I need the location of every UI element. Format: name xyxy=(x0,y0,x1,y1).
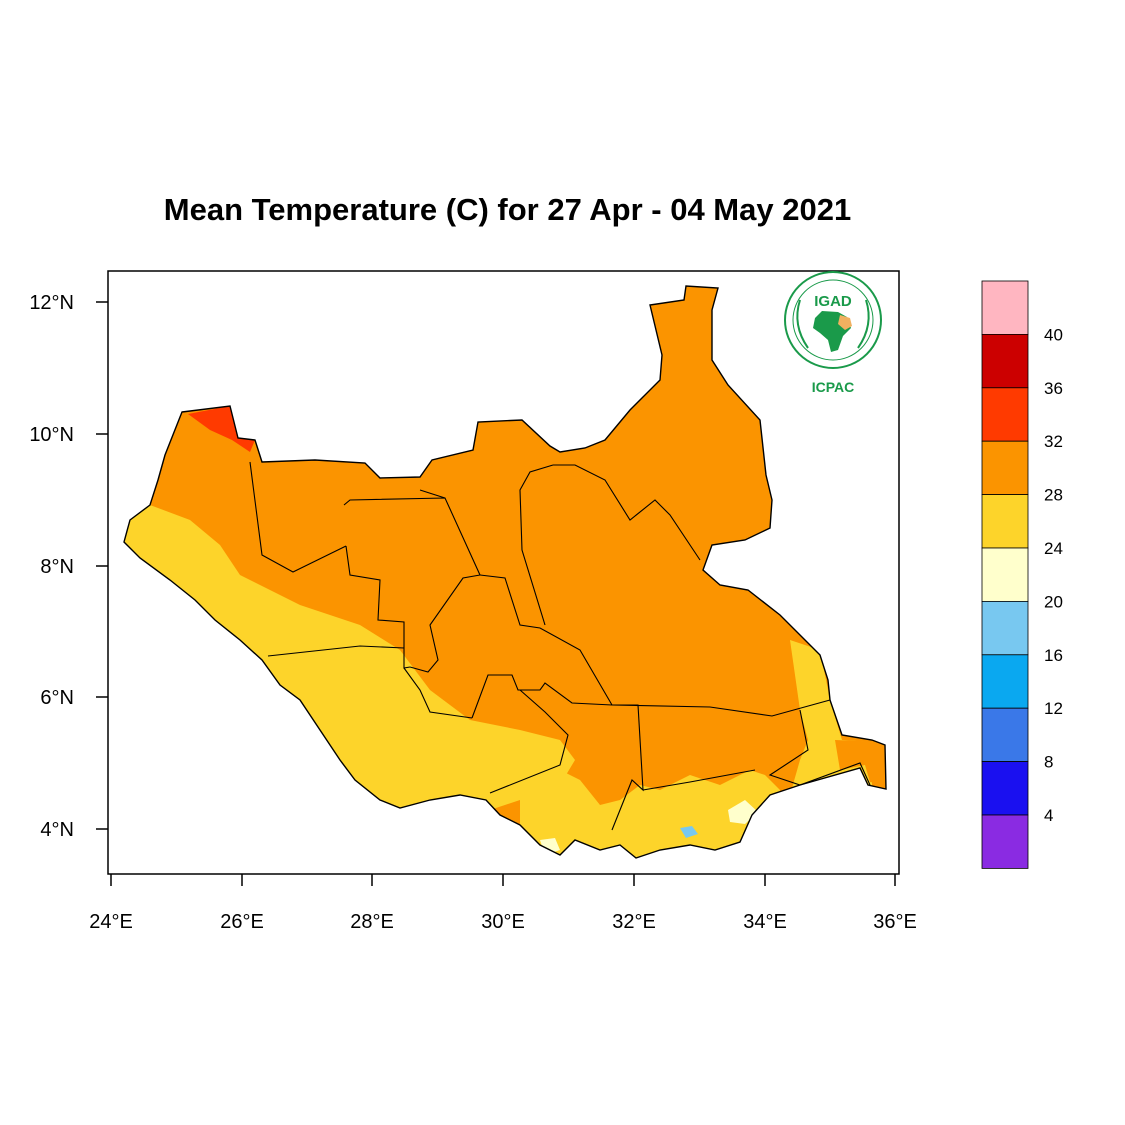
country-outline xyxy=(123,285,887,859)
colorbar-swatch xyxy=(981,707,1029,763)
colorbar-label: 24 xyxy=(1044,539,1063,558)
x-tick-label: 28°E xyxy=(350,911,394,933)
y-tick-label: 4°N xyxy=(40,819,74,841)
colorbar-swatch xyxy=(981,814,1029,869)
colorbar-label: 20 xyxy=(1044,592,1063,611)
y-axis: 4°N 6°N 8°N 10°N 12°N xyxy=(29,292,108,841)
y-tick-label: 6°N xyxy=(40,687,74,709)
laurel-left-icon xyxy=(796,299,809,349)
colorbar-swatch xyxy=(981,494,1029,549)
region-24-28-east xyxy=(790,640,872,795)
region-16-20 xyxy=(680,826,698,838)
colorbar-swatch xyxy=(981,761,1029,816)
colorbar-swatch xyxy=(981,280,1029,335)
y-tick-label: 8°N xyxy=(40,556,74,578)
colorbar: 40 36 32 28 24 20 16 12 8 4 xyxy=(981,280,1063,869)
x-tick-label: 36°E xyxy=(873,911,917,933)
x-tick-label: 24°E xyxy=(89,911,133,933)
region-24-28-south xyxy=(520,770,780,858)
colorbar-label: 32 xyxy=(1044,432,1063,451)
colorbar-label: 16 xyxy=(1044,646,1063,665)
x-axis: 24°E 26°E 28°E 30°E 32°E 34°E 36°E xyxy=(89,874,917,933)
x-tick-label: 32°E xyxy=(612,911,656,933)
colorbar-label: 8 xyxy=(1044,753,1053,772)
logo-bottom-text: ICPAC xyxy=(812,379,855,395)
colorbar-swatch xyxy=(981,333,1029,389)
colorbar-swatch xyxy=(981,547,1029,602)
x-tick-label: 26°E xyxy=(220,911,264,933)
colorbar-label: 12 xyxy=(1044,699,1063,718)
temperature-field xyxy=(124,286,886,858)
igad-icpac-logo: IGAD ICPAC xyxy=(784,271,882,395)
colorbar-label: 28 xyxy=(1044,486,1063,505)
colorbar-swatch xyxy=(981,387,1029,442)
colorbar-swatch xyxy=(981,654,1029,709)
chart-title: Mean Temperature (C) for 27 Apr - 04 May… xyxy=(163,192,852,227)
region-28-32-east-tip xyxy=(835,740,886,785)
region-32-36 xyxy=(188,406,255,452)
x-tick-label: 30°E xyxy=(481,911,525,933)
colorbar-swatch xyxy=(981,440,1029,496)
colorbar-label: 40 xyxy=(1044,325,1063,344)
state-boundaries xyxy=(249,461,871,831)
y-tick-label: 12°N xyxy=(29,292,74,314)
y-tick-label: 10°N xyxy=(29,424,74,446)
colorbar-swatch xyxy=(981,601,1029,656)
colorbar-label: 4 xyxy=(1044,806,1053,825)
logo-top-text: IGAD xyxy=(814,293,852,310)
x-tick-label: 34°E xyxy=(743,911,787,933)
laurel-right-icon xyxy=(857,299,870,349)
colorbar-label: 36 xyxy=(1044,379,1063,398)
